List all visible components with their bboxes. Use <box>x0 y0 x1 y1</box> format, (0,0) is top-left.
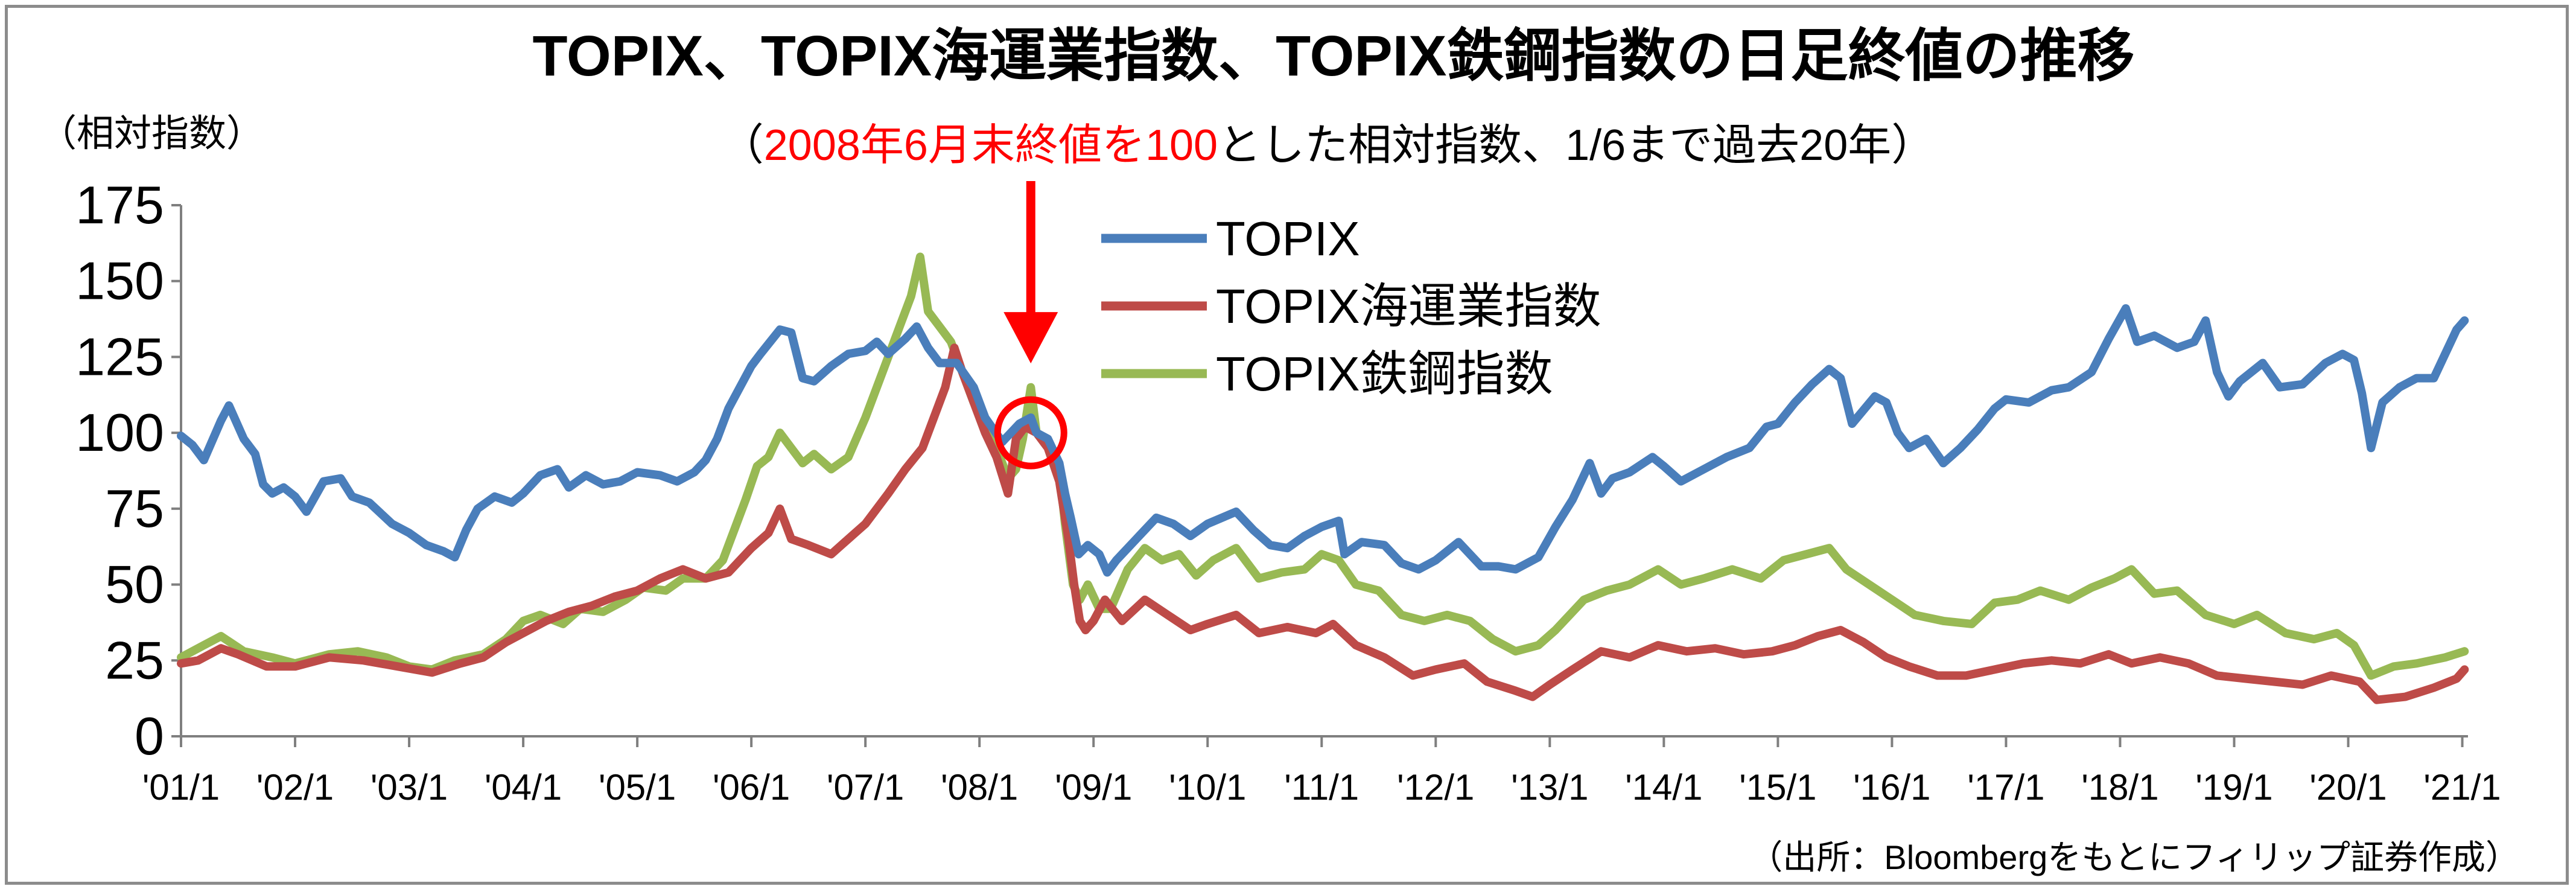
y-tick-label: 175 <box>75 175 164 235</box>
annotation <box>994 181 1067 470</box>
x-tick-label: '07/1 <box>827 767 904 808</box>
base-point-circle <box>994 396 1067 470</box>
y-tick-label: 125 <box>75 327 164 386</box>
x-axis: '01/1 '02/1 '03/1 '04/1 '05/1 '06/1 '07/1 '08/1… <box>142 735 2501 808</box>
chart-subtitle: （2008年6月末終値を100とした相対指数、1/6まで過去20年） <box>720 121 1935 170</box>
x-tick-label: '02/1 <box>256 767 334 808</box>
y-tick-label: 75 <box>105 479 164 538</box>
y-tick-label: 0 <box>135 706 164 766</box>
x-tick-label: '09/1 <box>1055 767 1132 808</box>
x-tick-label: '20/1 <box>2309 767 2387 808</box>
source-note: （出所：Bloombergをもとにフィリップ証券作成） <box>1749 838 2519 876</box>
x-tick-label: '12/1 <box>1397 767 1474 808</box>
x-tick-label: '16/1 <box>1853 767 1930 808</box>
subtitle-rest: とした相対指数、1/6まで過去20年） <box>1218 121 1935 170</box>
y-axis-unit-label: （相対指数） <box>39 113 264 155</box>
x-tick-label: '15/1 <box>1739 767 1816 808</box>
x-tick-label: '13/1 <box>1511 767 1588 808</box>
chart-frame <box>5 5 2569 885</box>
x-tick-label: '14/1 <box>1625 767 1702 808</box>
y-tick-label: 150 <box>75 251 164 311</box>
subtitle-open: （ <box>720 121 764 170</box>
x-tick-label: '21/1 <box>2423 767 2501 808</box>
x-tick-label: '03/1 <box>370 767 448 808</box>
x-tick-label: '11/1 <box>1284 767 1359 808</box>
subtitle-highlight: 2008年6月末終値を100 <box>764 121 1218 170</box>
chart-title: TOPIX、TOPIX海運業指数、TOPIX鉄鋼指数の日足終値の推移 <box>533 24 2135 88</box>
x-tick-label: '01/1 <box>142 767 220 808</box>
series-line-1 <box>177 343 2469 704</box>
x-tick-label: '18/1 <box>2081 767 2158 808</box>
series-line-0 <box>177 304 2469 577</box>
legend-label-1: TOPIX海運業指数 <box>1216 279 1601 333</box>
y-tick-label: 100 <box>75 403 164 462</box>
y-axis: 0 25 50 75 100 125 150 175 <box>75 175 182 766</box>
x-tick-label: '08/1 <box>941 767 1018 808</box>
y-tick-label: 50 <box>105 555 164 614</box>
x-tick-label: '06/1 <box>713 767 790 808</box>
annotation-arrow-head <box>1003 312 1058 364</box>
y-tick-label: 25 <box>105 630 164 690</box>
x-tick-label: '05/1 <box>599 767 676 808</box>
x-tick-label: '10/1 <box>1169 767 1246 808</box>
x-tick-label: '04/1 <box>485 767 562 808</box>
x-tick-label: '17/1 <box>1967 767 2044 808</box>
legend: TOPIX TOPIX海運業指数 TOPIX鉄鋼指数 <box>1101 212 1601 401</box>
legend-label-0: TOPIX <box>1216 212 1360 266</box>
legend-label-2: TOPIX鉄鋼指数 <box>1216 347 1553 401</box>
plot-lines <box>177 252 2469 704</box>
x-tick-label: '19/1 <box>2195 767 2272 808</box>
